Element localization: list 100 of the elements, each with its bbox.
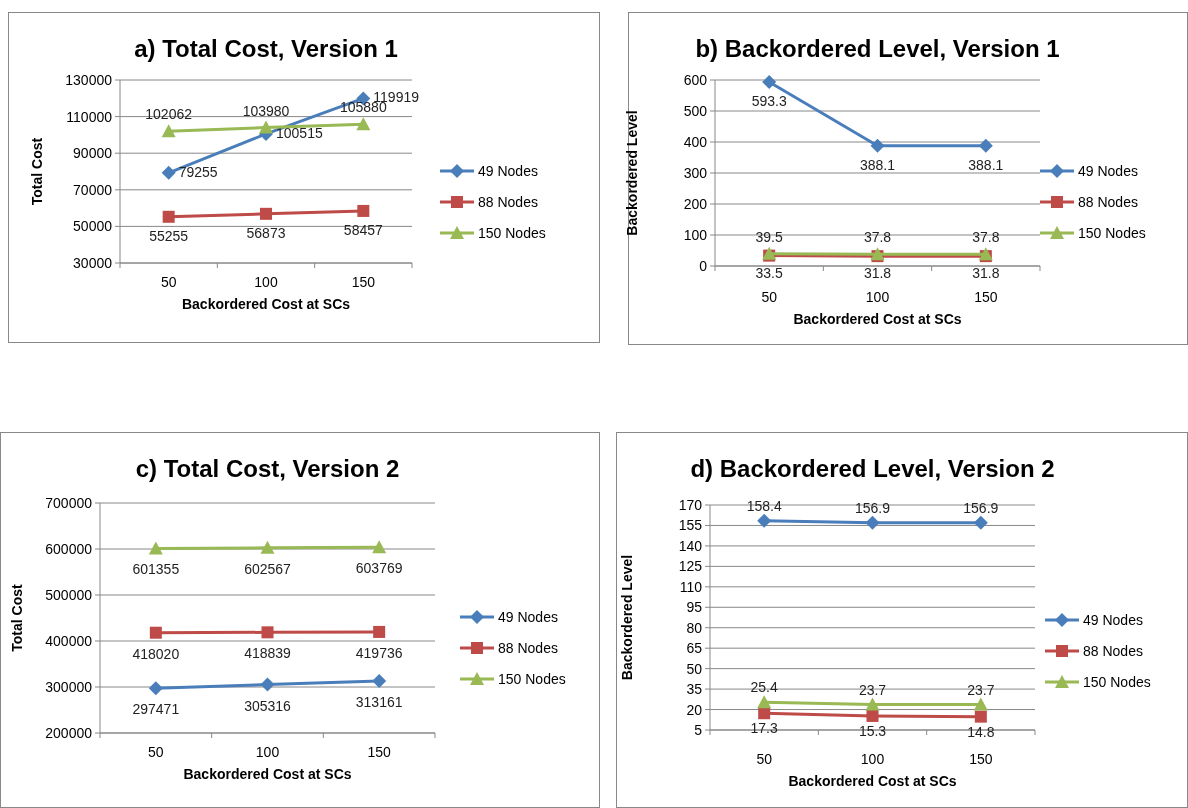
y-axis-title: Total Cost <box>9 583 25 652</box>
y-tick-label: 170 <box>678 497 703 513</box>
x-tick-label: 50 <box>148 744 164 760</box>
y-tick-label: 35 <box>686 681 703 698</box>
data-label: 388.1 <box>859 156 896 173</box>
data-label: 158.4 <box>746 497 782 514</box>
y-tick-label: 110000 <box>66 108 113 125</box>
point <box>148 541 163 555</box>
x-axis-title: Backordered Cost at SCs <box>183 766 352 782</box>
data-label: 56873 <box>246 224 286 241</box>
data-label: 305316 <box>244 697 292 714</box>
x-tick-label: 150 <box>367 744 392 760</box>
y-tick-label: 95 <box>686 599 703 616</box>
point <box>974 710 987 723</box>
y-tick-label: 300 <box>683 165 708 181</box>
y-tick-label: 90000 <box>73 145 113 162</box>
x-tick-label: 100 <box>860 751 885 767</box>
y-tick-label: 500000 <box>45 587 93 603</box>
data-label: 33.5 <box>755 264 783 281</box>
y-tick-label: 500 <box>683 103 708 119</box>
point <box>372 673 387 688</box>
point <box>356 117 371 131</box>
point <box>757 695 772 709</box>
x-axis-title: Backordered Cost at SCs <box>793 311 962 327</box>
point <box>373 625 386 638</box>
x-tick-label: 100 <box>865 289 890 305</box>
y-tick-label: 400000 <box>45 633 93 649</box>
x-tick-label: 150 <box>351 274 376 290</box>
data-label: 23.7 <box>967 681 995 698</box>
y-tick-label: 50000 <box>73 218 113 235</box>
data-label: 79255 <box>178 163 218 180</box>
point <box>870 138 885 153</box>
legend-label: 150 Nodes <box>498 671 566 687</box>
data-label: 31.8 <box>972 265 1000 282</box>
chart-title: b) Backordered Level, Version 1 <box>695 35 1060 62</box>
point <box>758 707 771 720</box>
data-label: 603769 <box>355 560 403 577</box>
point <box>978 138 993 153</box>
data-label: 419736 <box>355 644 403 661</box>
data-label: 23.7 <box>858 681 887 698</box>
y-tick-label: 0 <box>699 258 708 274</box>
point <box>259 120 273 134</box>
y-tick-label: 50 <box>686 660 703 677</box>
data-label: 17.3 <box>750 720 778 737</box>
y-tick-label: 5 <box>694 722 703 738</box>
legend-label: 150 Nodes <box>478 225 546 241</box>
point <box>162 210 175 223</box>
data-label: 297471 <box>132 701 180 718</box>
data-label: 37.8 <box>972 229 1000 246</box>
y-tick-label: 125 <box>678 558 703 575</box>
y-tick-label: 70000 <box>73 181 113 198</box>
point <box>261 626 274 639</box>
data-label: 25.4 <box>750 679 778 696</box>
chart-title: c) Total Cost, Version 2 <box>135 455 400 482</box>
data-label: 388.1 <box>968 156 1004 173</box>
y-tick-label: 80 <box>686 619 703 636</box>
data-label: 602567 <box>244 560 292 577</box>
data-label: 55255 <box>149 227 189 244</box>
x-axis-title: Backordered Cost at SCs <box>181 296 351 312</box>
y-tick-label: 600 <box>683 72 708 88</box>
legend-label: 150 Nodes <box>1078 225 1146 241</box>
x-tick-label: 150 <box>974 289 998 305</box>
point <box>372 540 387 554</box>
data-label: 39.5 <box>755 228 783 245</box>
y-tick-label: 140 <box>678 537 703 554</box>
legend-label: 88 Nodes <box>1083 643 1143 659</box>
point <box>865 697 880 711</box>
point <box>357 204 370 217</box>
legend-label: 49 Nodes <box>1078 163 1138 179</box>
x-tick-label: 50 <box>761 289 778 305</box>
point <box>865 515 880 530</box>
y-tick-label: 155 <box>678 517 703 534</box>
x-axis-title: Backordered Cost at SCs <box>788 773 957 789</box>
y-tick-label: 200 <box>683 196 708 212</box>
data-label: 31.8 <box>863 265 892 282</box>
data-label: 156.9 <box>854 499 891 516</box>
y-tick-label: 200000 <box>45 725 93 741</box>
y-axis-title: Backordered Level <box>619 554 635 681</box>
data-label: 102062 <box>145 106 193 123</box>
y-tick-label: 300000 <box>45 679 93 695</box>
y-axis-title: Backordered Level <box>624 110 640 236</box>
data-label: 418020 <box>132 645 180 662</box>
x-tick-label: 50 <box>756 751 773 767</box>
point <box>973 515 988 530</box>
point <box>260 207 272 220</box>
data-label: 156.9 <box>963 499 999 516</box>
y-axis-title: Total Cost <box>29 137 45 206</box>
point <box>866 709 879 722</box>
y-tick-label: 110 <box>679 578 703 595</box>
x-tick-label: 150 <box>969 751 993 767</box>
y-tick-label: 65 <box>686 640 703 657</box>
y-tick-label: 700000 <box>45 495 93 511</box>
legend-label: 88 Nodes <box>498 640 558 656</box>
point <box>260 677 275 692</box>
legend-label: 88 Nodes <box>478 194 538 210</box>
point <box>762 75 777 90</box>
y-tick-label: 130000 <box>65 72 113 88</box>
data-label: 601355 <box>132 561 180 578</box>
point <box>161 165 176 180</box>
data-label: 14.8 <box>967 723 995 740</box>
